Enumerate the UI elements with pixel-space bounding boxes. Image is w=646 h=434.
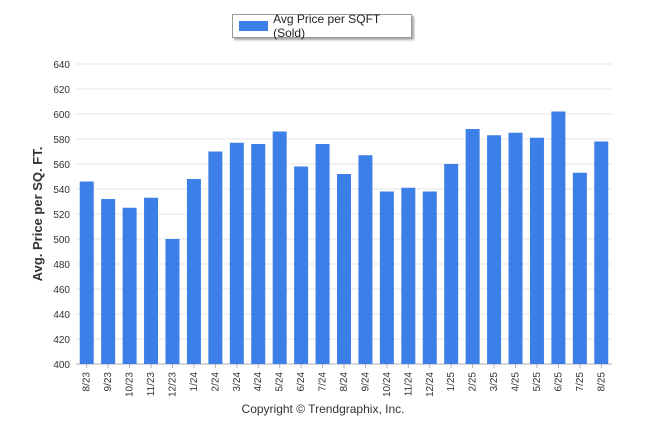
- bar: [465, 129, 480, 364]
- x-tick-label: 10/23: [125, 372, 136, 397]
- x-tick-label: 9/24: [360, 372, 371, 392]
- x-tick-label: 7/25: [575, 372, 586, 392]
- x-tick-label: 8/23: [82, 372, 93, 392]
- bar: [572, 172, 587, 364]
- bar: [208, 151, 223, 364]
- bar: [358, 155, 373, 364]
- bar: [144, 197, 159, 364]
- bar: [487, 135, 502, 364]
- y-tick-label: 580: [53, 135, 70, 146]
- x-tick-label: 12/23: [167, 372, 178, 397]
- x-tick-label: 7/24: [318, 372, 329, 392]
- y-tick-label: 400: [53, 360, 70, 371]
- bar: [165, 239, 180, 364]
- bar: [337, 174, 351, 364]
- x-tick-label: 11/23: [146, 372, 157, 397]
- bar: [401, 187, 416, 364]
- y-tick-label: 500: [53, 235, 70, 246]
- y-tick-label: 640: [53, 60, 70, 71]
- bar: [272, 131, 287, 364]
- bar: [508, 132, 523, 364]
- x-tick-label: 11/24: [403, 372, 414, 397]
- x-tick-label: 4/24: [253, 372, 264, 392]
- x-tick-label: 8/24: [339, 372, 350, 392]
- bar: [379, 191, 394, 364]
- bar: [444, 164, 459, 364]
- y-tick-label: 420: [53, 335, 70, 346]
- bar: [186, 179, 201, 364]
- legend-swatch: [239, 21, 269, 31]
- x-tick-label: 3/24: [232, 372, 243, 392]
- y-tick-label: 540: [53, 185, 70, 196]
- x-tick-label: 4/25: [511, 372, 522, 392]
- y-tick-label: 560: [53, 160, 70, 171]
- bar: [101, 199, 116, 364]
- x-tick-label: 5/25: [532, 372, 543, 392]
- bar: [529, 137, 544, 364]
- legend: Avg Price per SQFT (Sold): [232, 12, 412, 40]
- bar: [229, 142, 244, 364]
- legend-label: Avg Price per SQFT (Sold): [273, 12, 381, 40]
- bar: [294, 166, 309, 364]
- bar: [122, 207, 137, 364]
- bar: [251, 144, 266, 364]
- x-tick-label: 6/25: [553, 372, 564, 392]
- bar: [594, 141, 609, 364]
- x-tick-label: 10/24: [382, 372, 393, 397]
- bar: [551, 111, 566, 364]
- bar: [79, 181, 94, 364]
- y-axis-title: Avg. Price per SQ. FT.: [30, 147, 45, 282]
- y-tick-label: 520: [53, 210, 70, 221]
- copyright-credit: Copyright © Trendgraphix, Inc.: [241, 402, 405, 416]
- x-tick-label: 5/24: [275, 372, 286, 392]
- x-tick-label: 9/23: [103, 372, 114, 392]
- bar: [422, 191, 437, 364]
- y-tick-label: 440: [53, 310, 70, 321]
- x-tick-label: 2/24: [210, 372, 221, 392]
- x-tick-label: 12/24: [425, 372, 436, 397]
- y-tick-label: 600: [53, 110, 70, 121]
- y-tick-label: 620: [53, 85, 70, 96]
- x-tick-label: 2/25: [468, 372, 479, 392]
- x-tick-label: 1/25: [446, 372, 457, 392]
- bar: [315, 144, 330, 364]
- y-tick-label: 480: [53, 260, 70, 271]
- x-tick-label: 6/24: [296, 372, 307, 392]
- y-tick-label: 460: [53, 285, 70, 296]
- x-tick-label: 3/25: [489, 372, 500, 392]
- x-tick-label: 8/25: [596, 372, 607, 392]
- x-tick-label: 1/24: [189, 372, 200, 392]
